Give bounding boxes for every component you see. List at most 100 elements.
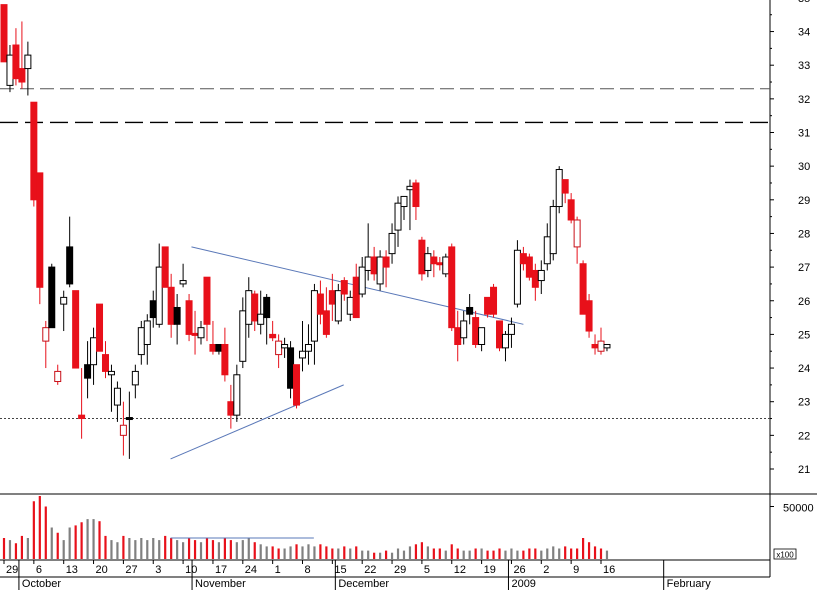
candle-body — [131, 370, 139, 386]
price-tick-label: 34 — [798, 27, 810, 39]
candle-body — [394, 202, 402, 231]
candle-body — [185, 300, 193, 335]
candle-body — [48, 266, 56, 329]
candle-body — [454, 327, 462, 345]
candle-body — [358, 266, 366, 295]
candle-body — [334, 290, 342, 322]
candle — [299, 320, 306, 372]
date-tick-label: 3 — [155, 564, 161, 576]
candle — [275, 334, 283, 369]
candle — [382, 250, 390, 288]
candle — [191, 310, 199, 355]
month-label: November — [195, 578, 246, 590]
candle-body — [549, 206, 557, 255]
candle — [376, 250, 384, 291]
candle — [143, 314, 151, 365]
candle-body — [257, 313, 265, 325]
candle — [60, 290, 68, 332]
candle — [316, 280, 324, 325]
price-tick-label: 33 — [798, 60, 810, 72]
trend-line — [170, 384, 344, 460]
candle — [287, 341, 295, 399]
candle — [358, 257, 366, 298]
candle — [537, 260, 545, 295]
candle-body — [149, 300, 157, 319]
candle — [400, 195, 408, 220]
candle-body — [304, 343, 312, 352]
candle-body — [84, 364, 92, 379]
candle — [442, 253, 450, 278]
candle — [406, 179, 414, 231]
candle-body — [370, 256, 378, 275]
candle-body — [537, 269, 545, 282]
candle-body — [346, 296, 354, 315]
candle-body — [215, 343, 223, 352]
candle — [96, 303, 104, 352]
candle-body — [107, 370, 115, 376]
date-tick-label: 12 — [454, 564, 466, 576]
candle — [245, 277, 253, 338]
candle-body — [364, 256, 372, 271]
candle-body — [60, 296, 68, 305]
candle — [131, 364, 139, 399]
candle — [579, 260, 587, 315]
candle — [155, 243, 163, 328]
candle-body — [30, 101, 38, 201]
candle — [24, 41, 32, 96]
candle — [107, 364, 115, 412]
candle — [328, 273, 336, 321]
date-tick-label: 29 — [394, 564, 406, 576]
candle — [388, 223, 396, 264]
candle-body — [12, 44, 20, 80]
candle — [209, 320, 217, 355]
candle — [72, 290, 80, 369]
candle-body — [310, 290, 318, 342]
candle-body — [340, 280, 348, 295]
candle — [430, 250, 438, 278]
volume-scale-box — [773, 548, 797, 560]
price-tick-label: 35 — [798, 0, 810, 5]
candle — [48, 263, 56, 329]
candle — [543, 223, 551, 271]
candle — [484, 296, 492, 318]
candle — [90, 327, 98, 385]
candle — [0, 4, 8, 63]
candle — [42, 320, 50, 369]
date-tick-label: 13 — [66, 564, 78, 576]
candle-body — [143, 320, 151, 345]
candle — [263, 294, 271, 345]
candle-body — [101, 354, 109, 372]
date-tick-label: 24 — [245, 564, 257, 576]
candle-body — [66, 246, 74, 285]
candle — [101, 341, 109, 379]
candle — [281, 337, 289, 358]
candle-body — [328, 290, 336, 305]
candle-body — [18, 68, 26, 83]
candle-body — [269, 333, 277, 339]
candle-body — [424, 253, 432, 271]
date-tick-label: 27 — [125, 564, 137, 576]
volume-scale-label: x100 — [776, 551, 794, 560]
candle — [84, 341, 92, 399]
candle — [490, 283, 498, 318]
candle-body — [490, 286, 498, 315]
candle-body — [555, 169, 563, 208]
month-label: February — [667, 578, 712, 590]
candle-body — [24, 54, 32, 70]
candle-body — [125, 417, 133, 421]
candle-body — [501, 333, 509, 349]
candle-body — [376, 256, 384, 285]
candle — [239, 297, 247, 369]
date-tick-label: 29 — [6, 564, 18, 576]
candle-body — [36, 172, 44, 288]
candle-body — [137, 327, 145, 356]
candle — [603, 343, 611, 352]
candle — [472, 310, 480, 348]
date-tick-label: 8 — [305, 564, 311, 576]
candle — [125, 391, 133, 459]
candle — [448, 243, 456, 332]
candle — [227, 384, 235, 429]
candle — [555, 166, 563, 214]
candle — [161, 246, 169, 288]
